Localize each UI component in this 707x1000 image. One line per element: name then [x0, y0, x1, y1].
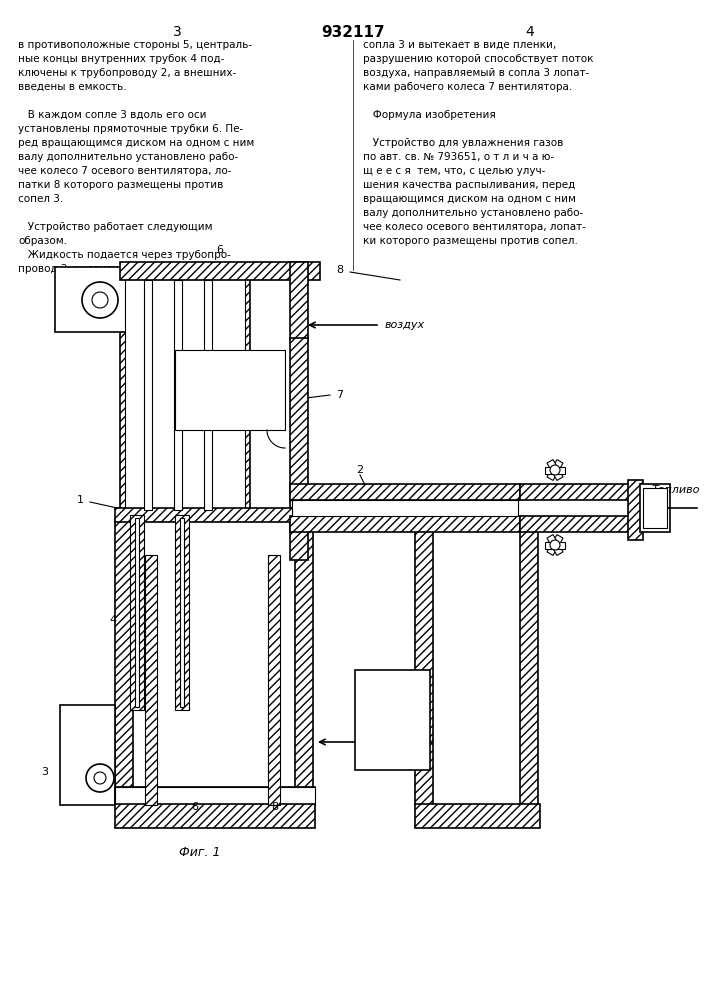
Text: введены в емкость.: введены в емкость.	[18, 82, 127, 92]
Bar	[135, 518, 139, 707]
Bar	[268, 555, 280, 805]
Bar	[115, 787, 315, 805]
Bar	[115, 508, 310, 522]
Bar	[295, 520, 313, 805]
Text: 4: 4	[110, 615, 117, 625]
Bar	[292, 500, 518, 516]
Bar	[290, 262, 308, 340]
Text: воздух: воздух	[395, 737, 435, 747]
Bar	[175, 350, 285, 430]
Text: щ е е с я  тем, что, с целью улуч-: щ е е с я тем, что, с целью улуч-	[363, 166, 545, 176]
Bar	[520, 520, 538, 805]
Bar	[628, 480, 643, 540]
Bar	[520, 516, 630, 532]
Text: чее колесо 7 осевого вентилятора, ло-: чее колесо 7 осевого вентилятора, ло-	[18, 166, 231, 176]
Text: Фиг. 1: Фиг. 1	[180, 846, 221, 858]
Bar	[290, 484, 520, 500]
Text: шения качества распыливания, перед: шения качества распыливания, перед	[363, 180, 575, 190]
Text: 6: 6	[216, 245, 223, 255]
Text: воздуха, направляемый в сопла 3 лопат-: воздуха, направляемый в сопла 3 лопат-	[363, 68, 589, 78]
Text: 8: 8	[337, 265, 344, 275]
Text: 3: 3	[42, 767, 49, 777]
Text: 6: 6	[192, 802, 199, 812]
Text: воздух: воздух	[385, 320, 425, 330]
Bar	[115, 520, 133, 805]
Bar	[640, 484, 670, 532]
Text: 2: 2	[356, 465, 363, 475]
Text: патки 8 которого размещены против: патки 8 которого размещены против	[18, 180, 223, 190]
Text: вращающимся диском на одном с ним: вращающимся диском на одном с ним	[363, 194, 576, 204]
Text: чее колесо осевого вентилятора, лопат-: чее колесо осевого вентилятора, лопат-	[363, 222, 586, 232]
Text: ключены к трубопроводу 2, а внешних-: ключены к трубопроводу 2, а внешних-	[18, 68, 236, 78]
Text: В каждом сопле 3 вдоль его оси: В каждом сопле 3 вдоль его оси	[18, 110, 206, 120]
Text: установлены прямоточные трубки 6. Пе-: установлены прямоточные трубки 6. Пе-	[18, 124, 243, 134]
Text: сопла 3 и вытекает в виде пленки,: сопла 3 и вытекает в виде пленки,	[363, 40, 556, 50]
Text: по авт. св. № 793651, о т л и ч а ю-: по авт. св. № 793651, о т л и ч а ю-	[363, 152, 554, 162]
Circle shape	[550, 540, 560, 550]
Bar	[60, 705, 115, 805]
Polygon shape	[545, 542, 565, 548]
Bar	[643, 488, 667, 528]
Text: ные концы внутренних трубок 4 под-: ные концы внутренних трубок 4 под-	[18, 54, 224, 64]
Text: Устройство работает следующим: Устройство работает следующим	[18, 222, 213, 232]
Bar	[355, 670, 430, 770]
Bar	[175, 515, 189, 710]
Polygon shape	[547, 460, 563, 480]
Text: 1: 1	[76, 495, 83, 505]
Text: Топливо: Топливо	[652, 485, 701, 495]
Text: провод 2 и коаксиальные трубки 4 в: провод 2 и коаксиальные трубки 4 в	[18, 264, 221, 274]
Text: Формула изобретения: Формула изобретения	[363, 110, 496, 120]
Circle shape	[550, 465, 560, 475]
Bar	[204, 280, 212, 510]
Bar	[115, 804, 315, 828]
Bar	[145, 555, 157, 805]
Text: ки которого размещены против сопел.: ки которого размещены против сопел.	[363, 236, 578, 246]
Text: Жидкость подается через трубопро-: Жидкость подается через трубопро-	[18, 250, 231, 260]
Text: 3: 3	[173, 25, 182, 39]
Polygon shape	[547, 535, 563, 555]
Text: ред вращающимся диском на одном с ним: ред вращающимся диском на одном с ним	[18, 138, 255, 148]
Polygon shape	[547, 535, 563, 555]
Bar	[144, 280, 152, 510]
Bar	[180, 518, 184, 707]
Text: 8: 8	[271, 802, 279, 812]
Text: в противоположные стороны 5, централь-: в противоположные стороны 5, централь-	[18, 40, 252, 50]
Bar	[415, 804, 540, 828]
Text: валу дополнительно установлено рабо-: валу дополнительно установлено рабо-	[363, 208, 583, 218]
Text: разрушению которой способствует поток: разрушению которой способствует поток	[363, 54, 593, 64]
Bar	[120, 270, 250, 520]
Bar	[290, 338, 308, 560]
Text: сопел 3.: сопел 3.	[18, 194, 63, 204]
Text: 7: 7	[337, 390, 344, 400]
Text: образом.: образом.	[18, 236, 67, 246]
Polygon shape	[547, 460, 563, 480]
Bar	[55, 267, 145, 332]
Bar	[415, 520, 433, 805]
Text: 932117: 932117	[321, 25, 385, 40]
Text: валу дополнительно установлено рабо-: валу дополнительно установлено рабо-	[18, 152, 238, 162]
Bar	[125, 275, 245, 515]
Text: Устройство для увлажнения газов: Устройство для увлажнения газов	[363, 138, 563, 148]
Bar	[115, 787, 315, 805]
Bar	[290, 516, 520, 532]
Bar	[130, 515, 144, 710]
Bar	[520, 484, 630, 500]
Text: ками рабочего колеса 7 вентилятора.: ками рабочего колеса 7 вентилятора.	[363, 82, 572, 92]
Bar	[120, 262, 320, 280]
Text: 4: 4	[525, 25, 534, 39]
Text: 4: 4	[151, 615, 158, 625]
Bar	[174, 280, 182, 510]
Polygon shape	[545, 466, 565, 474]
